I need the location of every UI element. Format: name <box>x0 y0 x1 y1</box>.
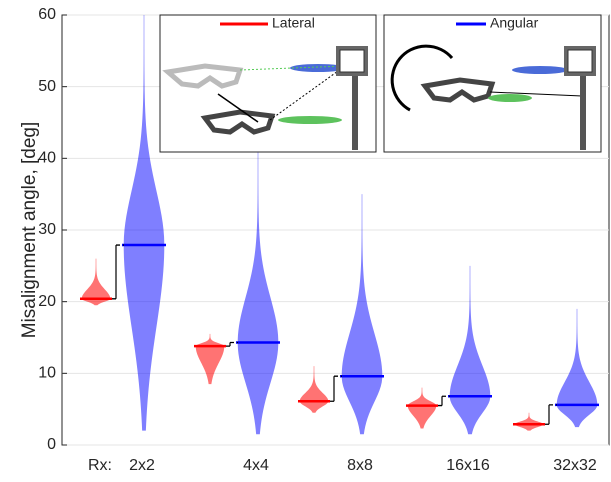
x-prefix-label: Rx: <box>88 457 112 474</box>
x-tick-label: 32x32 <box>553 457 597 474</box>
violin <box>514 412 544 431</box>
difference-connector <box>330 375 342 402</box>
violin <box>123 15 165 431</box>
violin <box>195 333 225 385</box>
y-tick-label: 40 <box>38 150 56 167</box>
legend-label: Angular <box>490 15 539 31</box>
violin <box>449 265 491 435</box>
inset-lateral: Lateral <box>159 14 377 153</box>
difference-connector <box>112 244 124 300</box>
inset-angular: Angular <box>383 14 602 153</box>
y-axis-label: Misalignment angle, [deg] <box>19 122 40 339</box>
y-tick-label: 0 <box>47 436 56 453</box>
violin <box>556 308 598 428</box>
x-tick-label: 4x4 <box>243 457 269 474</box>
difference-connector <box>438 395 450 407</box>
legend-label: Lateral <box>272 15 315 31</box>
x-tick-label: 8x8 <box>347 457 373 474</box>
violin <box>341 194 383 435</box>
x-tick-label: 2x2 <box>129 457 155 474</box>
violin <box>81 258 111 306</box>
violin <box>237 151 279 435</box>
difference-connector <box>545 404 557 425</box>
y-tick-label: 20 <box>38 293 56 310</box>
difference-connector <box>226 341 238 347</box>
marks <box>80 15 599 435</box>
x-tick-label: 16x16 <box>446 457 490 474</box>
y-tick-label: 50 <box>38 78 56 95</box>
y-tick-label: 60 <box>38 6 56 23</box>
violin <box>407 387 437 429</box>
y-tick-label: 30 <box>38 221 56 238</box>
y-tick-label: 10 <box>38 365 56 382</box>
